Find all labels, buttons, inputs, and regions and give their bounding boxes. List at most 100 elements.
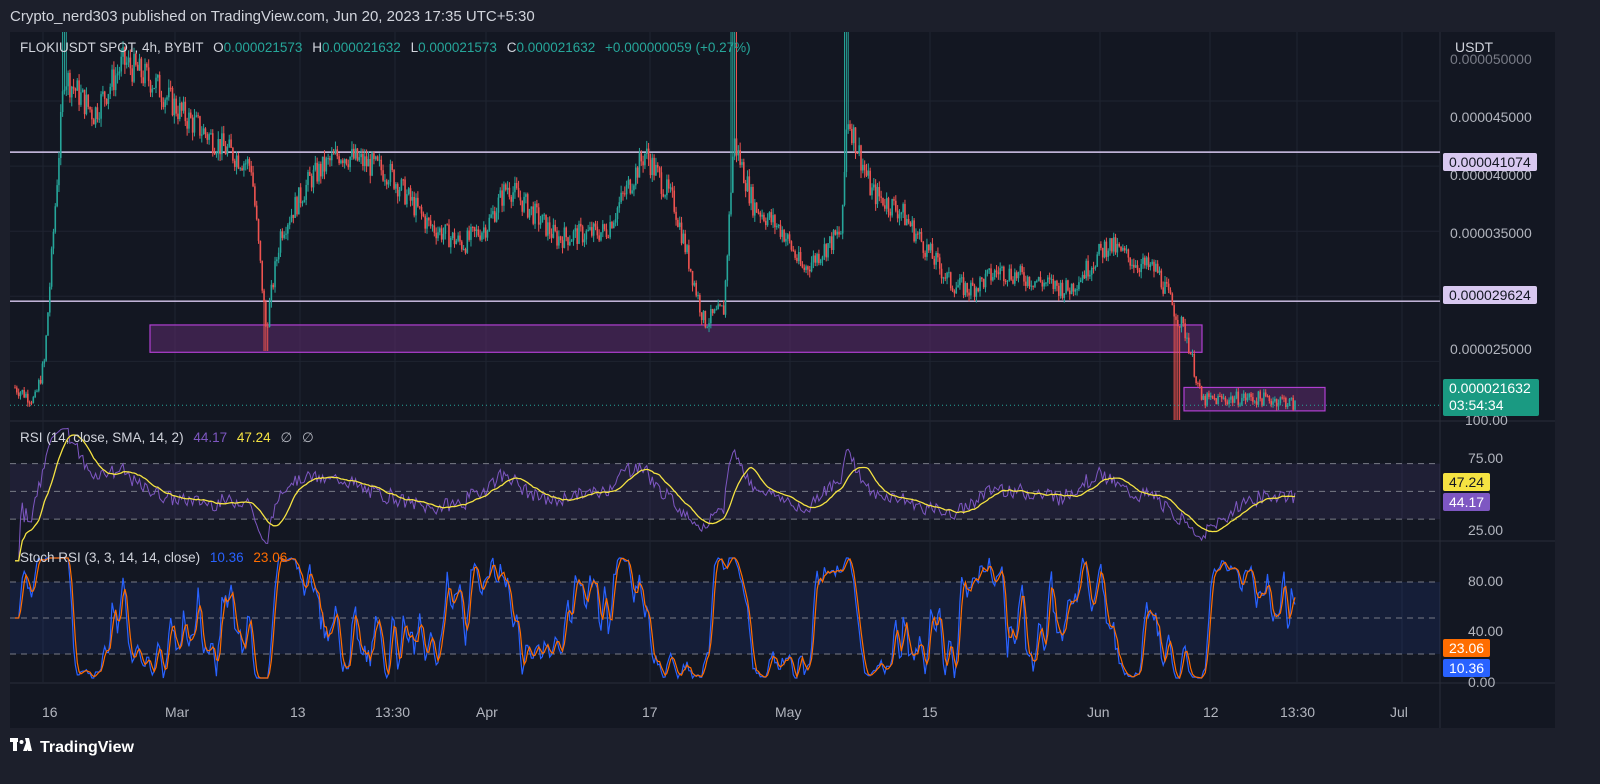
candle-body <box>462 249 465 251</box>
stoch-k-tag: 10.36 <box>1443 659 1491 677</box>
candle-body <box>420 206 423 214</box>
candle-body <box>1138 269 1141 273</box>
candle-body <box>563 227 566 248</box>
candle-body <box>155 77 157 89</box>
candle-body <box>1067 280 1069 291</box>
candle-body <box>735 138 738 156</box>
candle-body <box>841 204 844 234</box>
candle-body <box>642 161 644 166</box>
candle-body <box>847 124 849 130</box>
candle-body <box>378 159 381 161</box>
candle-body <box>1235 391 1238 399</box>
candle-body <box>611 222 613 229</box>
candle-body <box>763 214 765 221</box>
candle-body <box>65 86 68 90</box>
candle-body <box>387 182 390 185</box>
candle-body <box>338 156 340 164</box>
candle-body <box>373 153 375 160</box>
candle-body <box>884 205 886 209</box>
price-axis-tick: 0.000025000 <box>1450 341 1532 357</box>
candle-body <box>146 63 148 68</box>
candle-body <box>407 188 410 195</box>
candle-body <box>786 234 789 239</box>
rsi-value-tag: 44.17 <box>1443 493 1491 511</box>
candle-body <box>493 211 496 222</box>
candle-body <box>799 252 802 265</box>
candle-body <box>506 187 509 190</box>
candle-body <box>290 214 293 222</box>
candle-body <box>113 69 115 91</box>
candle-body <box>523 196 525 212</box>
candle-body <box>1239 404 1241 406</box>
candle-body <box>558 236 560 246</box>
candle-body <box>895 200 897 211</box>
candle-body <box>131 68 133 82</box>
candle-body <box>591 227 593 236</box>
candle-body <box>545 214 547 236</box>
time-axis-tick: 16 <box>42 704 58 720</box>
candle-body <box>354 148 357 159</box>
candle-body <box>900 212 903 215</box>
candle-body <box>931 243 934 259</box>
chart-canvas[interactable] <box>10 32 1555 728</box>
candle-body <box>389 163 392 183</box>
candle-body <box>244 163 247 165</box>
candle-body <box>889 211 892 216</box>
candle-body <box>63 89 66 92</box>
candle-body <box>874 184 877 205</box>
candle-body <box>794 251 796 258</box>
candle-body <box>825 244 828 258</box>
candle-body <box>999 268 1001 275</box>
candle-body <box>772 215 774 223</box>
candle-body <box>347 164 350 168</box>
candle-body <box>195 115 198 117</box>
candle-body <box>1226 401 1229 405</box>
candle-body <box>713 309 716 314</box>
candle-body <box>581 226 584 243</box>
candle-body <box>356 148 359 161</box>
candle-body <box>210 133 212 135</box>
candle-body <box>1160 270 1163 288</box>
candle-body <box>235 155 238 167</box>
candle-body <box>318 163 320 182</box>
candle-body <box>175 98 177 114</box>
candle-body <box>160 97 163 103</box>
candle-body <box>451 232 454 238</box>
candle-body <box>788 234 791 242</box>
rsi-legend-label[interactable]: RSI (14, close, SMA, 14, 2) <box>20 430 184 445</box>
candle-body <box>56 185 58 207</box>
candle-body <box>142 77 144 84</box>
candle-body <box>559 236 562 241</box>
rsi-legend-extra2: ∅ <box>301 430 314 445</box>
candle-body <box>680 222 683 244</box>
candle-body <box>1111 238 1113 252</box>
chart-frame[interactable]: FLOKIUSDT SPOT, 4h, BYBIT O0.000021573 H… <box>10 32 1555 728</box>
candle-body <box>310 175 313 188</box>
symbol-label[interactable]: FLOKIUSDT SPOT, 4h, BYBIT <box>20 40 204 55</box>
candle-body <box>750 186 752 204</box>
candle-body <box>955 287 958 294</box>
candle-body <box>237 155 240 169</box>
candle-body <box>878 186 881 197</box>
tradingview-brand-text: TradingView <box>40 739 134 756</box>
candle-body <box>719 304 721 306</box>
candle-body <box>578 223 580 244</box>
time-axis-tick: May <box>775 704 802 720</box>
stoch-legend-label[interactable]: Stoch RSI (3, 3, 14, 14, close) <box>20 550 201 565</box>
candle-body <box>697 295 699 297</box>
candle-body <box>340 160 342 164</box>
candle-body <box>656 164 659 168</box>
candle-body <box>596 226 599 236</box>
candle-body <box>1288 398 1291 405</box>
candle-body <box>305 184 307 200</box>
candle-body <box>605 229 608 238</box>
candle-body <box>23 389 25 398</box>
tradingview-branding[interactable]: TradingView <box>10 738 134 757</box>
candle-body <box>755 202 758 213</box>
candle-body <box>215 153 218 155</box>
candle-body <box>627 179 630 185</box>
candle-body <box>1169 290 1172 294</box>
candle-body <box>1252 397 1254 402</box>
candle-body <box>1263 392 1265 406</box>
candle-body <box>592 223 595 236</box>
